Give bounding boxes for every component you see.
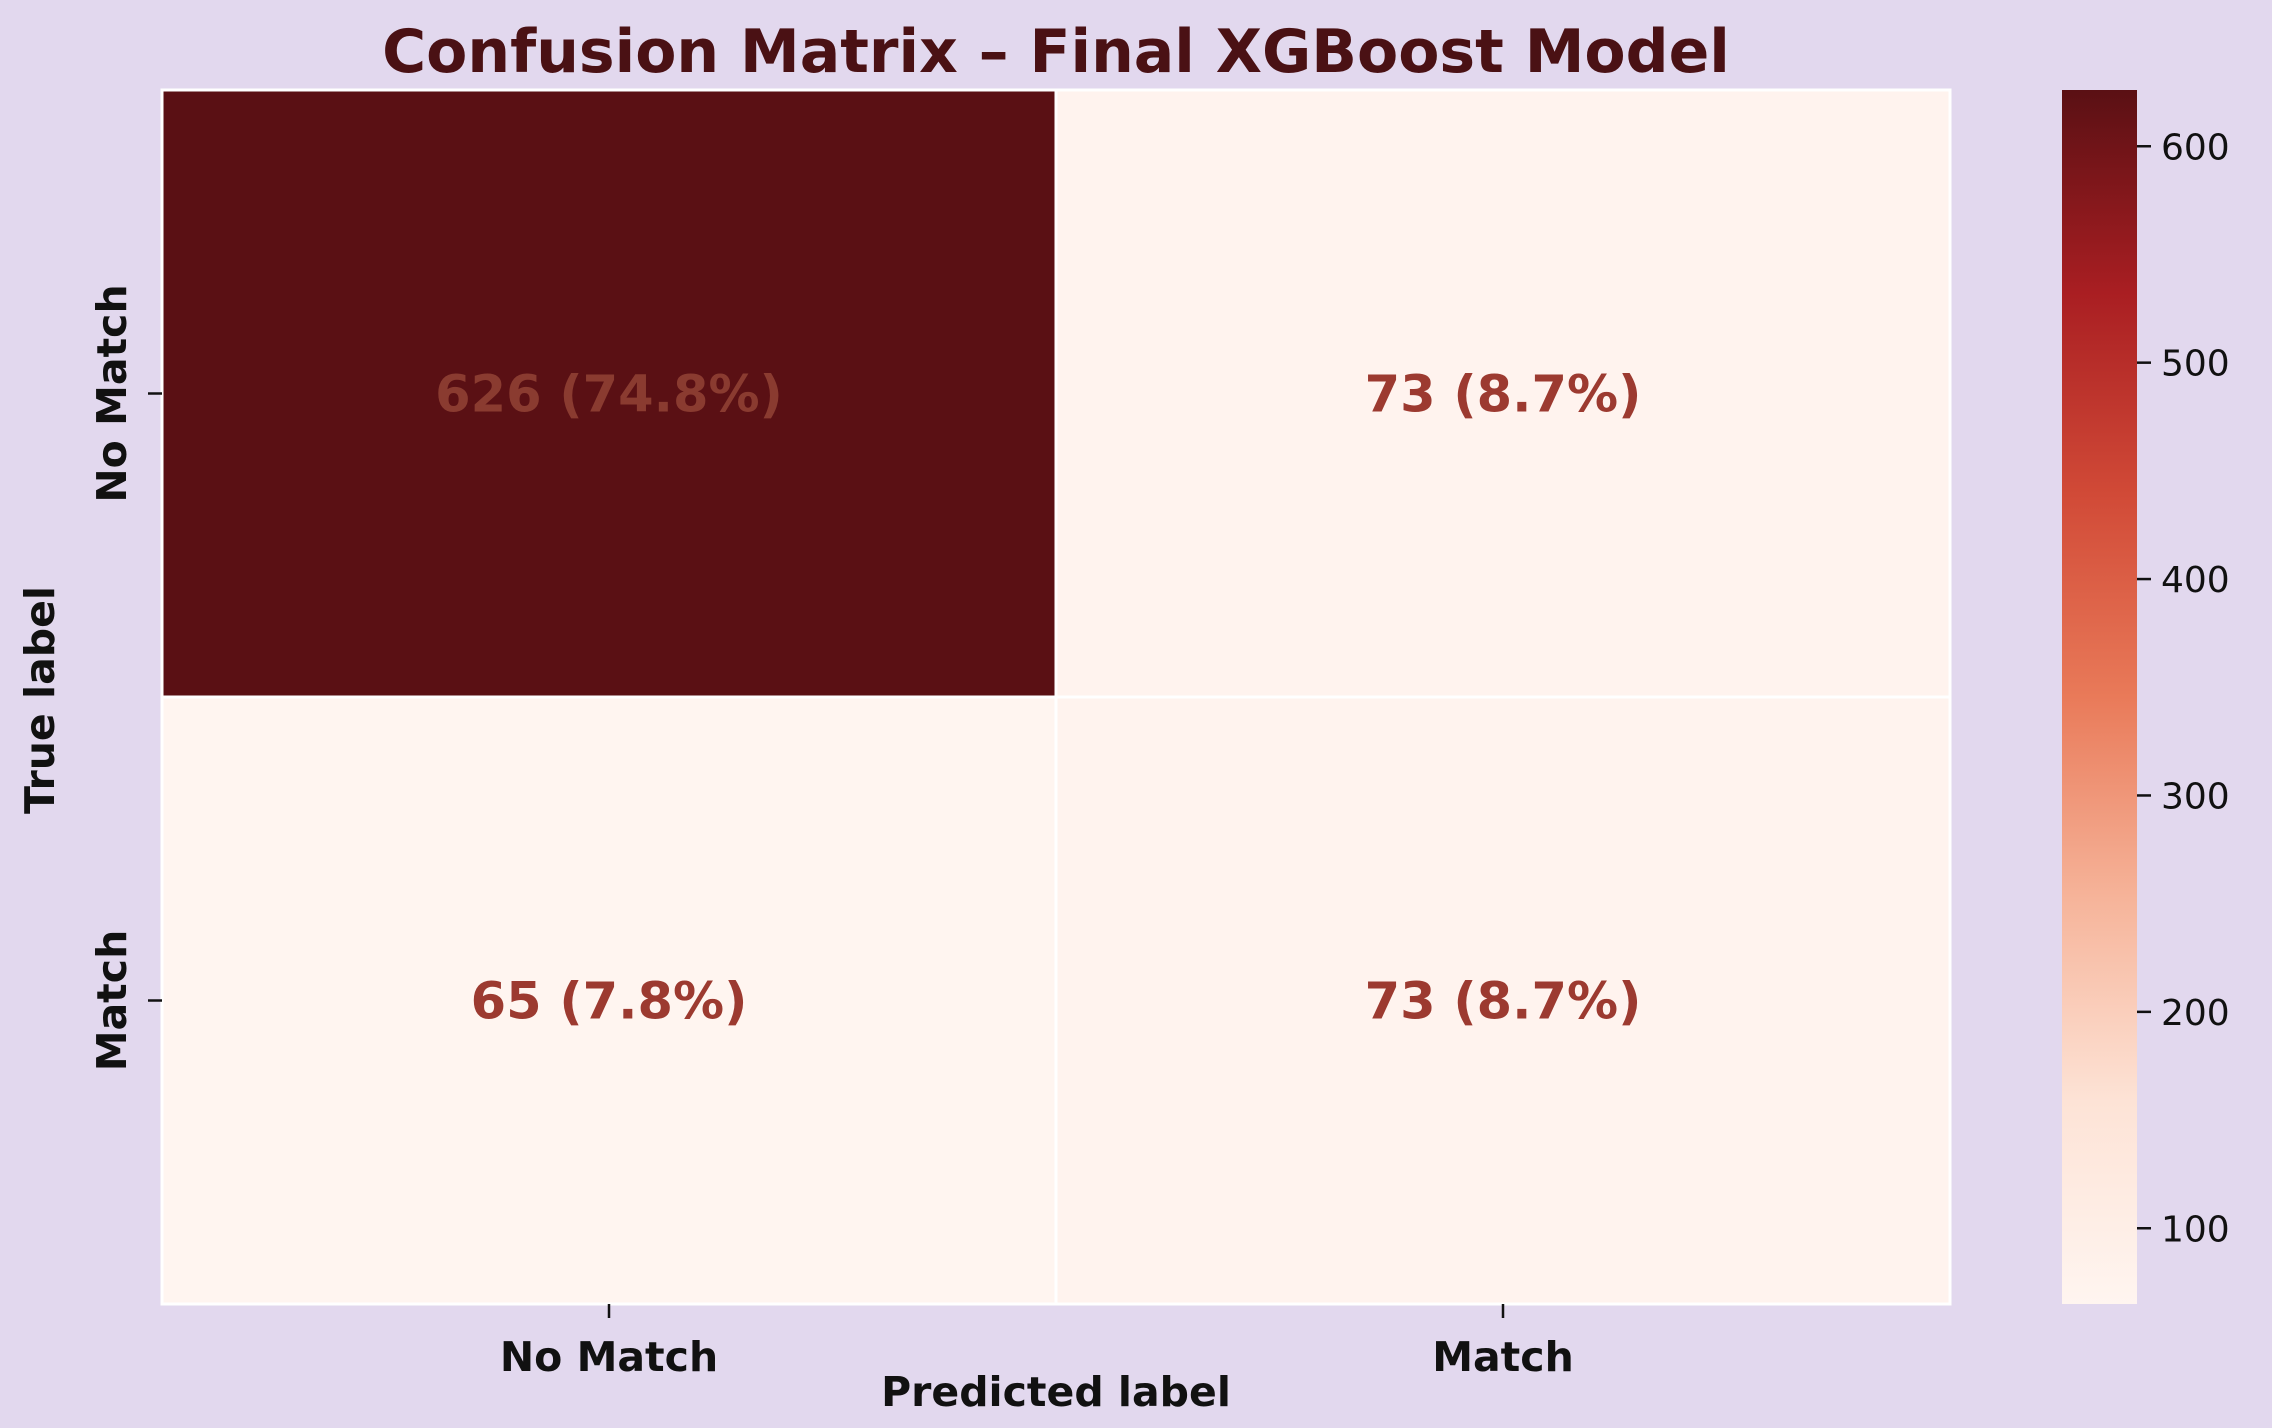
- heatmap-cell: [160, 88, 1058, 699]
- heatmap-cell-label: 73 (8.7%): [1365, 366, 1642, 425]
- colorbar-tick-label: 200: [2161, 993, 2230, 1034]
- x-tick-label: Match: [1432, 1333, 1574, 1381]
- chart-title: Confusion Matrix – Final XGBoost Model: [382, 17, 1730, 87]
- heatmap-cell-label: 73 (8.7%): [1365, 973, 1642, 1032]
- heatmap-cell-label: 65 (7.8%): [471, 973, 748, 1032]
- y-tick-label: Match: [88, 930, 136, 1072]
- y-axis-ticks: No Match Match: [88, 284, 162, 1071]
- x-axis-ticks: No Match Match: [500, 1304, 1574, 1381]
- heatmap-cell: [160, 695, 1058, 1306]
- heatmap-cell: [1054, 88, 1952, 699]
- colorbar-tick-label: 500: [2161, 344, 2230, 385]
- colorbar-tick-label: 400: [2161, 560, 2230, 601]
- heatmap-cell-label: 626 (74.8%): [435, 366, 783, 425]
- colorbar-tick-label: 600: [2161, 127, 2230, 168]
- heatmap-cell-labels: 626 (74.8%) 73 (8.7%) 65 (7.8%) 73 (8.7%): [435, 366, 1641, 1032]
- x-axis-title: Predicted label: [881, 1368, 1231, 1416]
- heatmap-cell: [1054, 695, 1952, 1306]
- y-axis-title: True label: [16, 586, 64, 814]
- colorbar-tick-label: 300: [2161, 776, 2230, 817]
- colorbar-ticks: 100 200 300 400 500 600: [2137, 127, 2230, 1250]
- x-tick-label: No Match: [500, 1333, 718, 1381]
- colorbar-tick-label: 100: [2161, 1209, 2230, 1250]
- y-tick-label: No Match: [88, 284, 136, 502]
- heatmap-cells: [160, 88, 1952, 1306]
- colorbar: [2062, 90, 2137, 1304]
